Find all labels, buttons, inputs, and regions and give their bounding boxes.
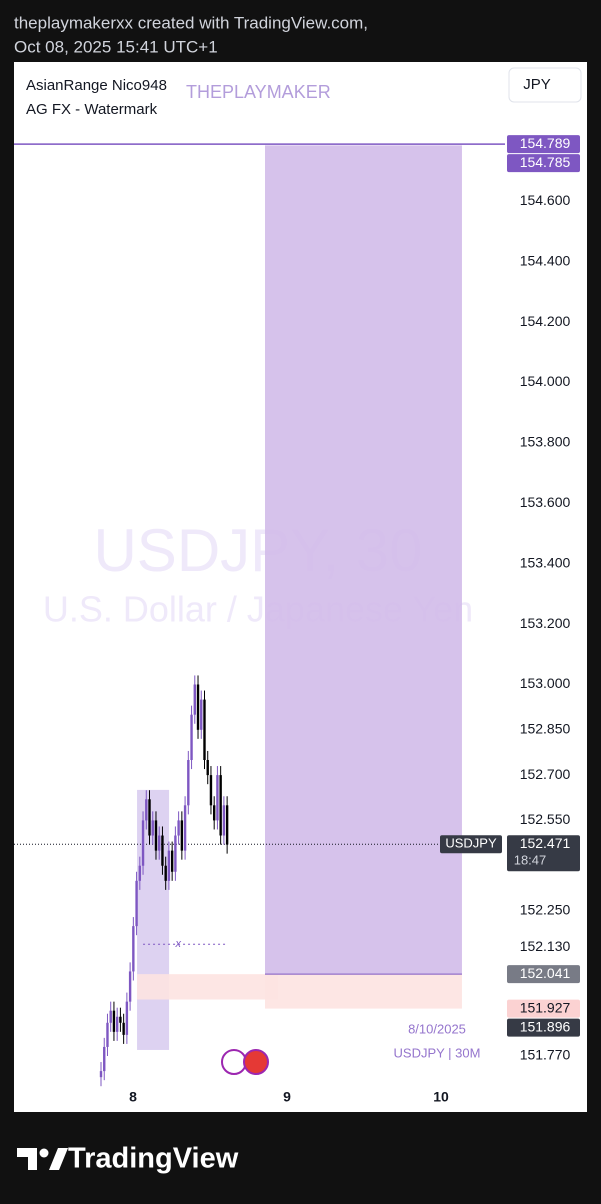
- candle-body: [109, 1010, 112, 1023]
- y-tick-label: 153.400: [520, 554, 571, 570]
- price-tag: [507, 135, 580, 154]
- candle-body: [122, 1022, 125, 1035]
- y-tick-label: 153.000: [520, 675, 571, 691]
- candle-body: [112, 1010, 116, 1032]
- candle-body: [222, 805, 226, 836]
- candle-body: [151, 820, 154, 836]
- symbol-tag: [440, 835, 502, 854]
- candle-body: [103, 1046, 106, 1072]
- candle-body: [106, 1022, 109, 1047]
- logo-mark: [49, 1148, 68, 1170]
- candle-body: [193, 684, 196, 715]
- candle-body: [170, 850, 174, 872]
- target-zone: [265, 145, 462, 975]
- candle-body: [174, 835, 177, 872]
- price-tag-label: 152.471: [520, 835, 571, 851]
- candle-body: [206, 760, 209, 776]
- candle-body: [158, 835, 161, 851]
- candle-body: [132, 926, 135, 972]
- candle-body: [212, 805, 216, 821]
- price-tag: [507, 965, 580, 984]
- indicator-label: AG FX - Watermark: [26, 101, 158, 118]
- price-tag-label: 154.785: [520, 154, 571, 170]
- y-tick-label: 153.600: [520, 494, 571, 510]
- symbol-tag-label: USDJPY: [445, 836, 497, 851]
- event-icon: [243, 1049, 269, 1075]
- candle-body: [183, 805, 187, 851]
- price-tag: [507, 999, 580, 1018]
- price-tag-label: 151.927: [520, 999, 571, 1015]
- price-tag-label: 152.041: [520, 965, 571, 981]
- candle-body: [138, 865, 142, 881]
- candle-body: [164, 865, 167, 881]
- plot-area: USDJPY, 30U.S. Dollar / Japanese Yenx154…: [14, 135, 580, 1105]
- candle-body: [119, 1016, 122, 1023]
- candle-body: [209, 775, 213, 806]
- annotation-date: 8/10/2025: [408, 1021, 466, 1036]
- currency-button-label[interactable]: JPY: [523, 76, 551, 93]
- y-tick-label: 153.200: [520, 615, 571, 631]
- level-marker: x: [175, 938, 182, 950]
- y-tick-label: 154.200: [520, 313, 571, 329]
- y-tick-label: 154.400: [520, 252, 571, 268]
- x-tick-label: 9: [283, 1089, 291, 1105]
- price-tag-countdown: 18:47: [514, 853, 547, 868]
- candle-body: [196, 684, 200, 730]
- candle-body: [115, 1016, 119, 1032]
- price-tag-label: 154.789: [520, 135, 571, 151]
- candle-body: [219, 775, 222, 836]
- x-tick-label: 10: [433, 1089, 449, 1105]
- candle-body: [135, 880, 138, 927]
- candle-body: [190, 714, 193, 761]
- tradingview-logo: TradingView: [17, 1143, 239, 1175]
- candle-body: [141, 820, 145, 866]
- candle-body: [125, 1001, 129, 1035]
- y-tick-label: 152.700: [520, 766, 571, 782]
- logo-mark: [39, 1148, 49, 1158]
- y-tick-label: 153.800: [520, 434, 571, 450]
- y-tick-label: 152.550: [520, 811, 571, 827]
- x-tick-label: 8: [129, 1089, 137, 1105]
- level-zone: [137, 974, 279, 1000]
- price-tag-label: 151.896: [520, 1018, 571, 1034]
- header-line: Oct 08, 2025 15:41 UTC+1: [14, 37, 218, 56]
- candle-body: [177, 820, 180, 836]
- logo-mark: [17, 1148, 37, 1170]
- indicator-label: AsianRange Nico948: [26, 77, 167, 94]
- price-tag: [507, 1018, 580, 1037]
- y-tick-label: 152.850: [520, 721, 571, 737]
- header-line: theplaymakerxx created with TradingView.…: [14, 13, 368, 32]
- candle-body: [216, 775, 219, 821]
- event-icon: [221, 1049, 247, 1075]
- price-tag: [507, 835, 580, 872]
- candle-body: [99, 1071, 103, 1078]
- y-tick-label: 151.770: [520, 1047, 571, 1063]
- y-tick-label: 152.250: [520, 902, 571, 918]
- currency-button[interactable]: [508, 67, 582, 103]
- candle-body: [161, 835, 164, 866]
- candle-body: [200, 699, 203, 730]
- y-tick-label: 154.000: [520, 373, 571, 389]
- price-tag: [507, 154, 580, 173]
- stop-zone: [265, 974, 462, 1009]
- candle-body: [154, 820, 158, 851]
- candle-body: [167, 850, 171, 881]
- y-tick-label: 152.130: [520, 938, 571, 954]
- candle-body: [145, 799, 148, 821]
- candle-body: [148, 799, 151, 836]
- candle-body: [187, 760, 190, 806]
- brand-name: TradingView: [68, 1143, 239, 1175]
- candle-body: [180, 820, 184, 851]
- watermark-tag: THEPLAYMAKER: [186, 82, 331, 102]
- annotation-label: USDJPY | 30M: [394, 1045, 481, 1060]
- candle-body: [203, 699, 206, 761]
- candle-body: [225, 805, 229, 845]
- candle-body: [128, 971, 132, 1002]
- y-tick-label: 154.600: [520, 192, 571, 208]
